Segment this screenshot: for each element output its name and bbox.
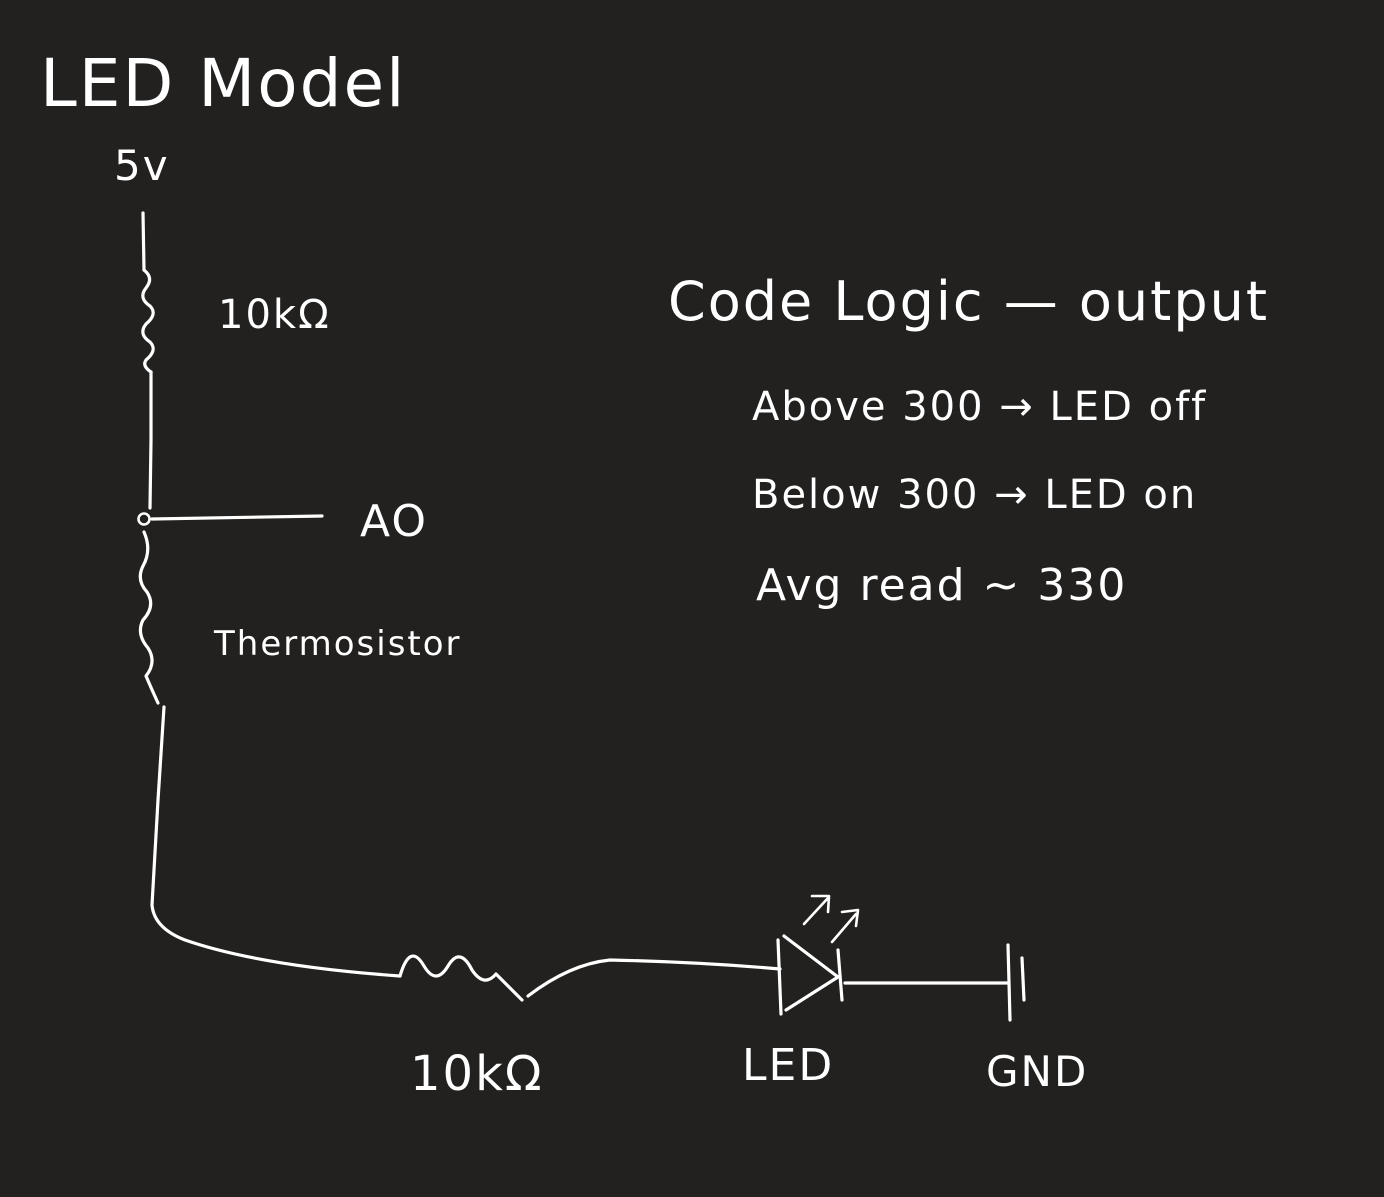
bottom-resistor-symbol: [398, 954, 524, 1002]
junction-node: [137, 512, 151, 526]
led-symbol: [776, 894, 860, 1016]
notes-line-1: Above 300 → LED off: [752, 384, 1207, 430]
analog-out-label: AO: [360, 496, 428, 547]
bottom-wire: [150, 705, 402, 978]
notes-line-2: Below 300 → LED on: [752, 472, 1197, 518]
bottom-resistor-label: 10kΩ: [410, 1046, 544, 1102]
analog-out-wire: [150, 514, 324, 521]
led-label: LED: [742, 1040, 834, 1091]
resistor-node-wire: [148, 370, 153, 510]
ground-label: GND: [986, 1047, 1088, 1096]
top-resistor-label: 10kΩ: [218, 292, 331, 338]
thermistor-symbol: [138, 530, 160, 705]
supply-label: 5v: [114, 141, 170, 190]
resistor-led-wire: [526, 958, 782, 998]
top-resistor-symbol: [141, 268, 155, 374]
ground-symbol: [1006, 943, 1026, 1022]
notes-heading: Code Logic — output: [668, 270, 1269, 333]
diagram-title: LED Model: [40, 45, 406, 122]
thermistor-label: Thermosistor: [213, 624, 462, 664]
supply-wire: [141, 211, 146, 272]
notes-line-3: Avg read ~ 330: [756, 560, 1127, 611]
